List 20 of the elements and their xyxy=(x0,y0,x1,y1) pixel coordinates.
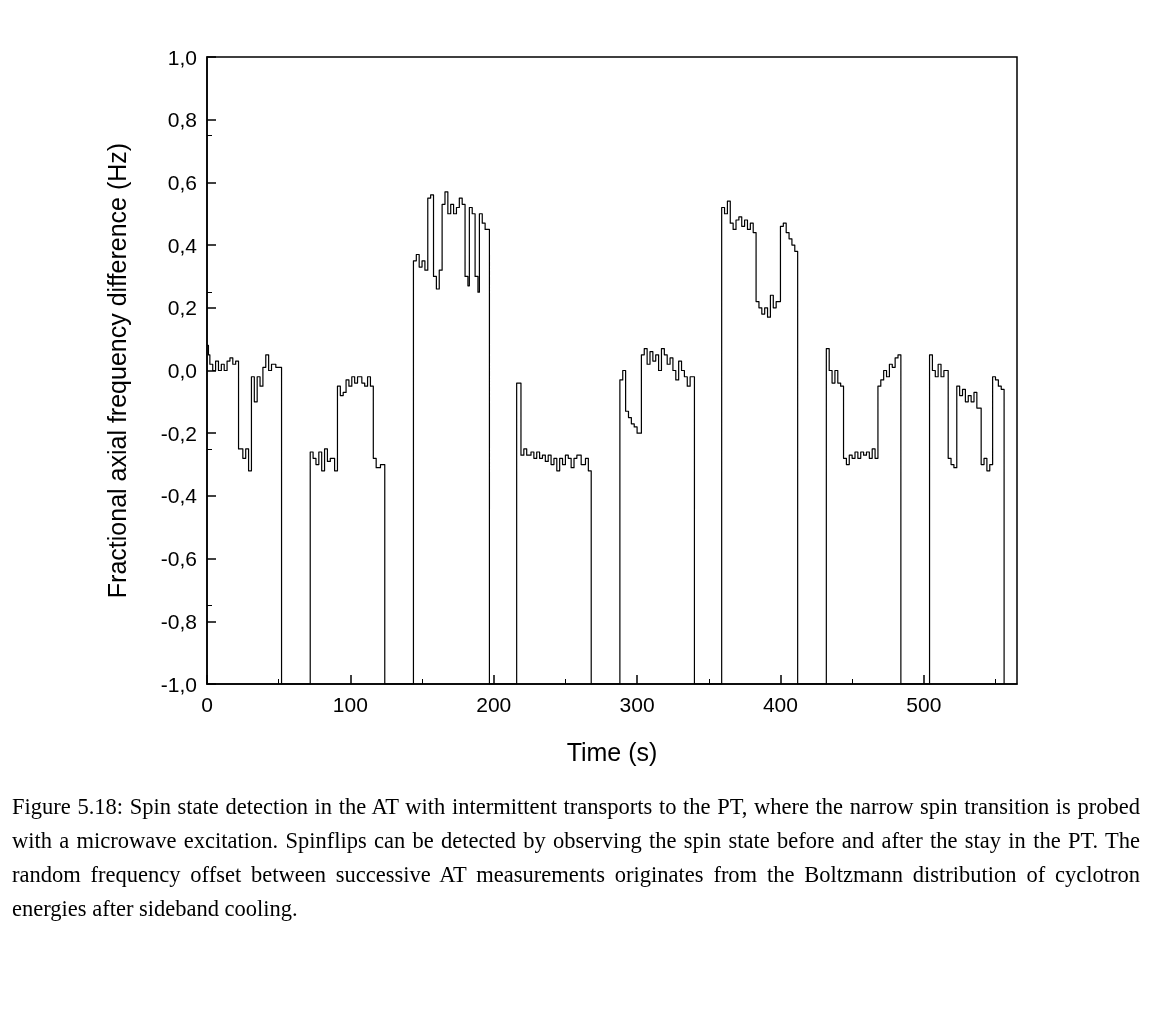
x-tick-label: 400 xyxy=(762,693,798,716)
x-tick-label: 300 xyxy=(619,693,655,716)
x-tick-label: 200 xyxy=(476,693,512,716)
x-tick-label: 500 xyxy=(906,693,942,716)
y-tick-label: -1,0 xyxy=(160,672,197,696)
y-tick-label: 0,8 xyxy=(167,108,197,132)
y-tick-label: -0,2 xyxy=(160,421,197,445)
y-tick-label: 0,0 xyxy=(167,359,197,382)
x-tick-label: 0 xyxy=(201,693,213,716)
y-axis-title: Fractional axial frequency difference (Hz) xyxy=(102,142,131,599)
x-axis-title: Time (s) xyxy=(566,737,658,766)
y-tick-label: 0,2 xyxy=(167,296,197,320)
y-tick-label: -0,4 xyxy=(160,484,198,508)
y-tick-label: 1,0 xyxy=(167,45,197,69)
y-tick-label: -0,8 xyxy=(160,609,197,633)
x-tick-label: 100 xyxy=(332,693,368,716)
y-tick-label: 0,4 xyxy=(167,233,198,257)
caption: Figure 5.18: Spin state detection in the AT with intermittent transports to the PT, where the narrow spin transition is probed with a microwave excitation. Spinflips can be detected by observing the spin state before and after the stay in the PT. The random frequency offset between successive AT measurements originates from the Boltzmann distribution of cyclotron energies after sideband cooling. xyxy=(12,793,1140,923)
y-tick-label: 0,6 xyxy=(167,170,197,194)
y-tick-label: -0,6 xyxy=(160,547,197,571)
